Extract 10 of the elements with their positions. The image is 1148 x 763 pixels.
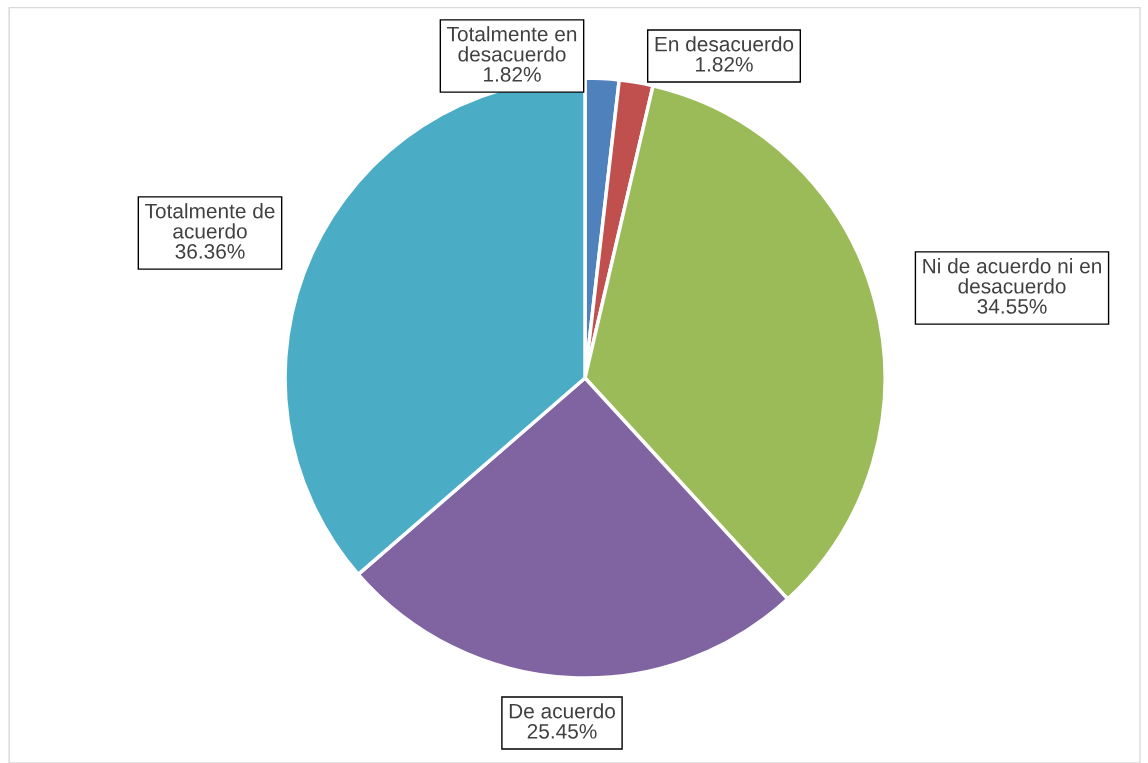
slice-label: Totalmente de acuerdo	[145, 203, 275, 239]
data-label: 25.45%	[527, 723, 597, 739]
data-label: 34.55%	[977, 299, 1047, 314]
data-label: 36.36%	[175, 244, 245, 259]
slice-label: En desacuerdo	[655, 36, 794, 52]
slice-label: Totalmente en desacuerdo	[447, 26, 577, 62]
data-label: 1.82%	[484, 67, 541, 82]
data-label: 1.82%	[696, 56, 753, 72]
slice-label: De acuerdo	[509, 703, 615, 719]
slice-label: Ni de acuerdo ni en desacuerdo	[923, 258, 1101, 294]
